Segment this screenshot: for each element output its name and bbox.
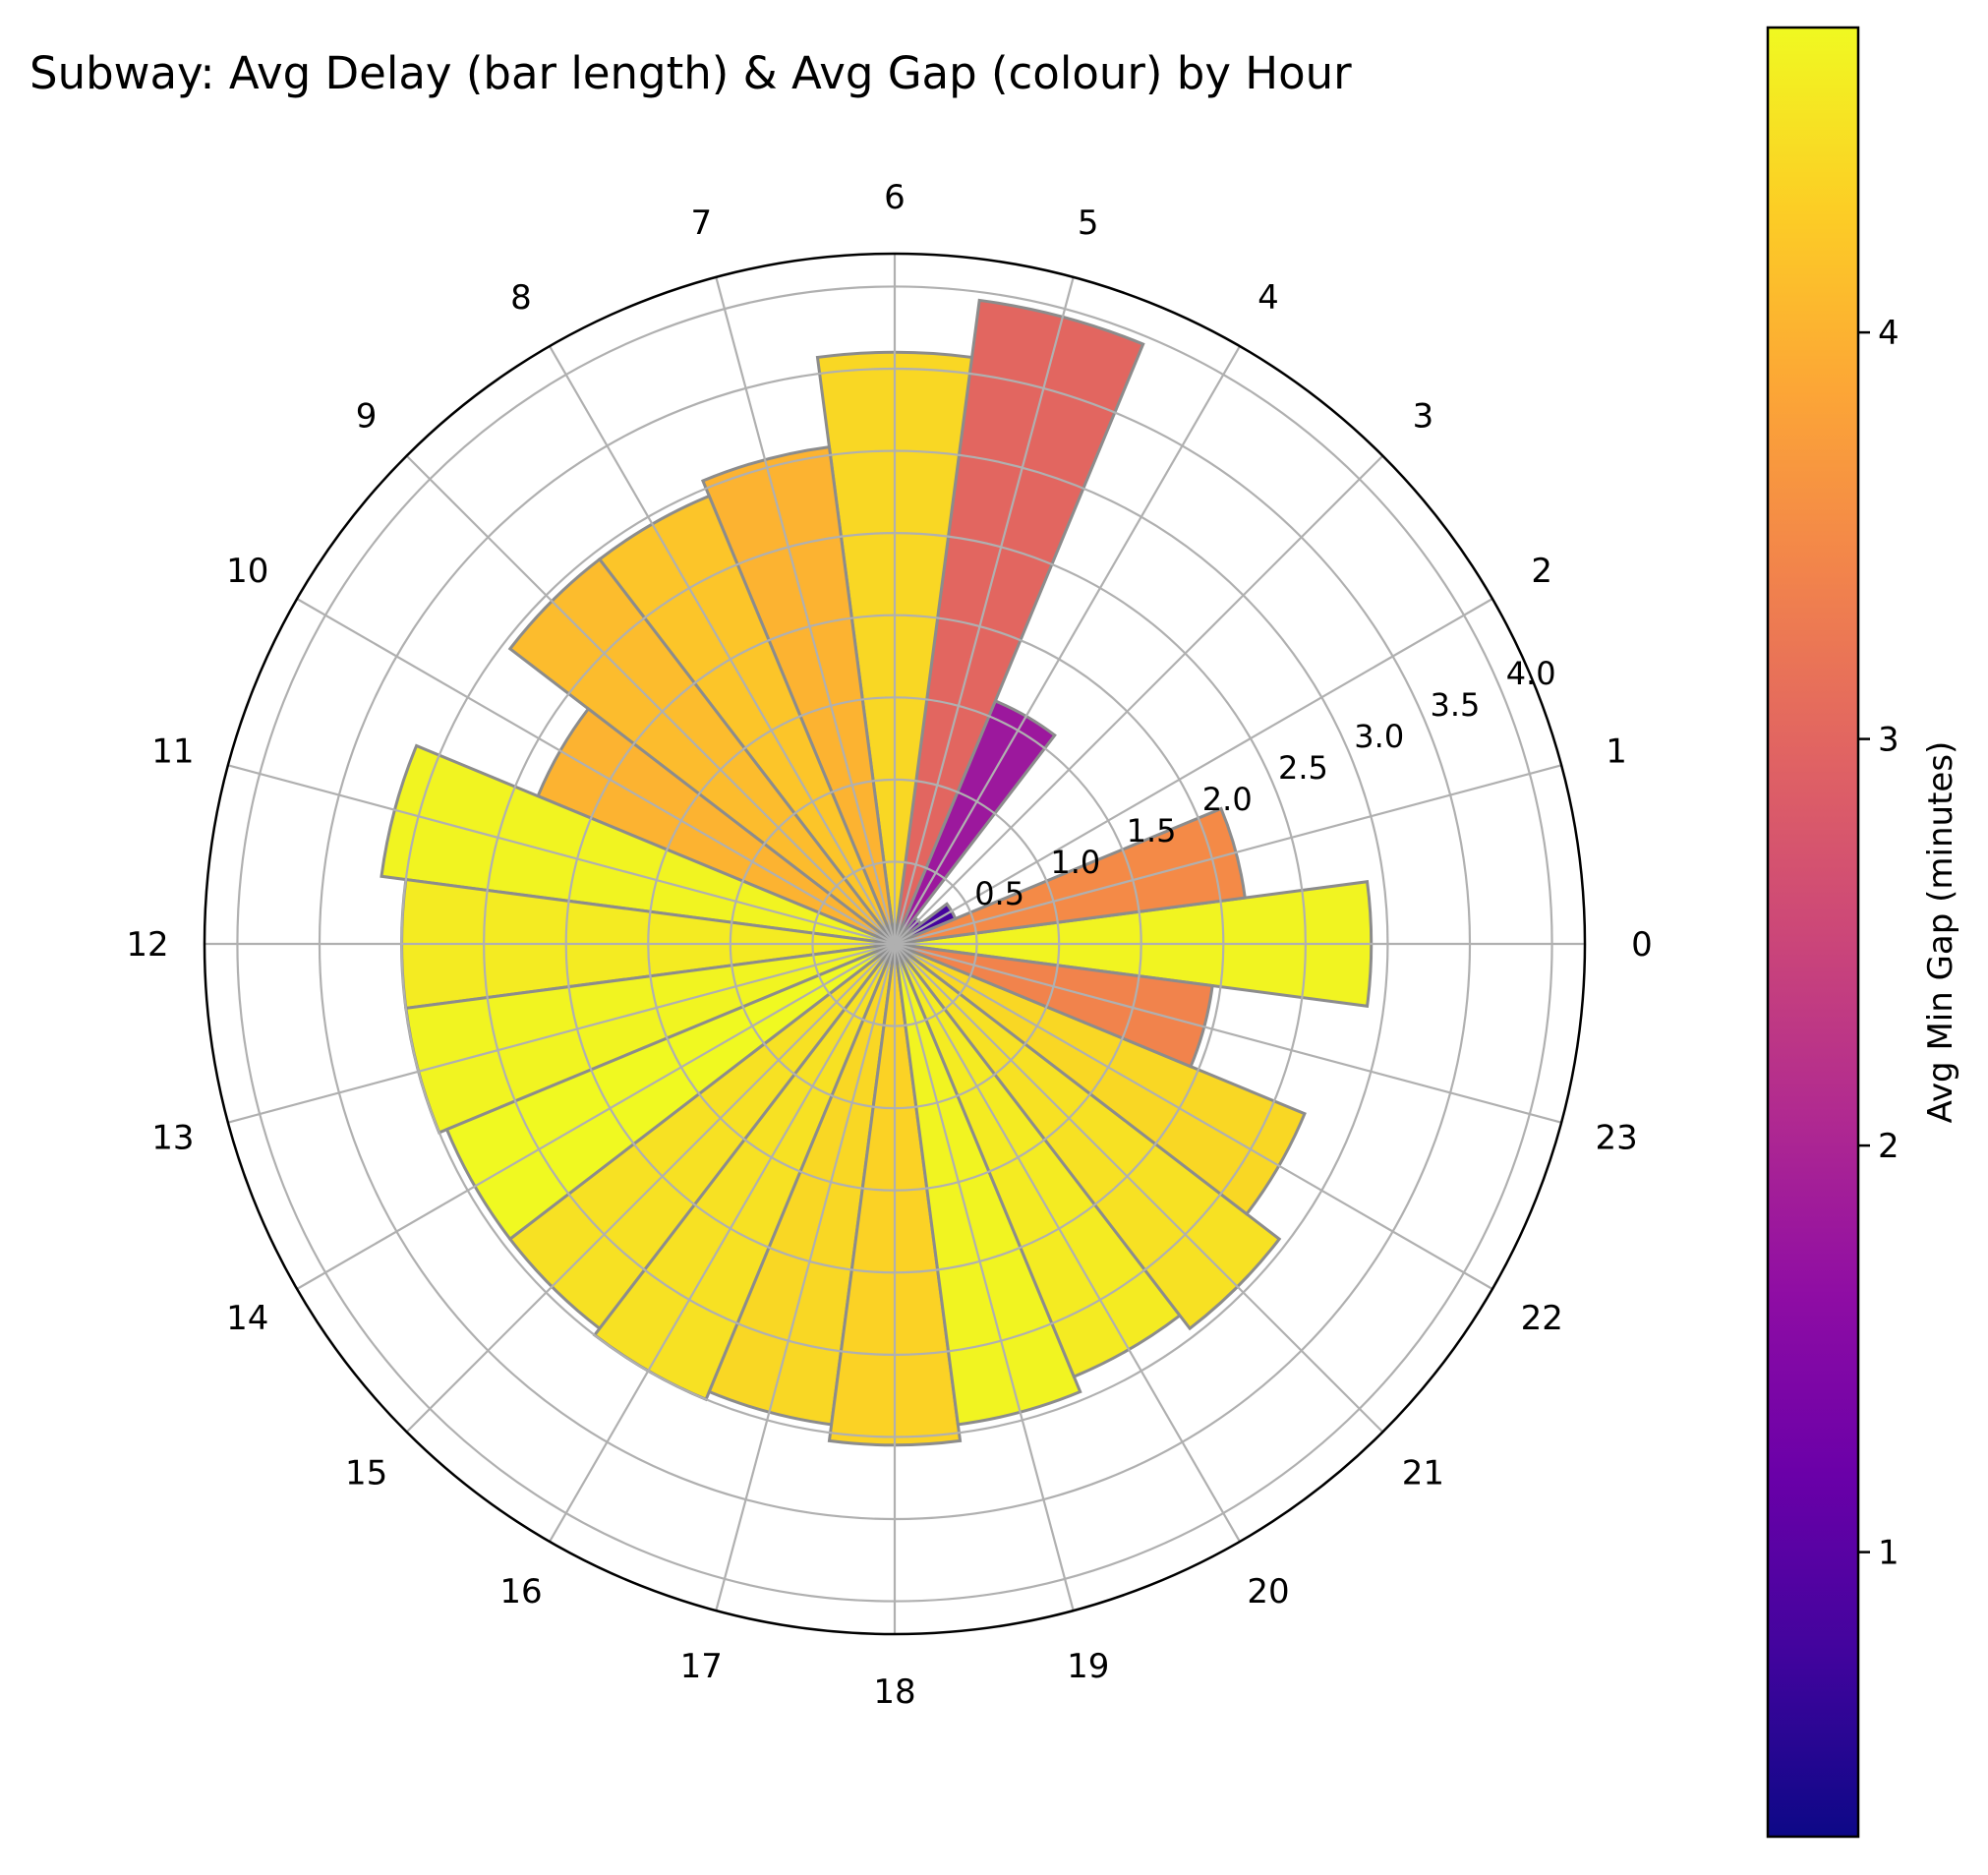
colorbar-tick-label: 3 [1878, 721, 1900, 760]
angular-gridline [894, 598, 1493, 945]
angular-gridline [893, 943, 1075, 1611]
angular-gridline [894, 764, 1562, 946]
angular-gridline [227, 942, 896, 1124]
colorbar-gradient [1768, 28, 1858, 1837]
hour-label: 14 [226, 1299, 268, 1338]
hour-label: 6 [884, 178, 906, 217]
hour-label: 0 [1631, 925, 1653, 965]
angular-gridline [894, 942, 1562, 1124]
hour-label: 15 [345, 1453, 387, 1493]
polar-frame [203, 252, 1587, 1636]
hour-label: 18 [873, 1672, 915, 1712]
hour-label: 4 [1257, 278, 1279, 318]
radial-tick-label: 3.5 [1431, 686, 1481, 724]
angular-gridline [894, 345, 1241, 945]
colorbar: 1 2 3 4 Avg Min Gap (minutes) [1766, 26, 1960, 1839]
colorbar-tick-label: 1 [1878, 1534, 1900, 1573]
polar-plot-area: 0.51.01.52.02.53.03.54.00123456789101112… [126, 178, 1652, 1712]
angular-gridline [405, 454, 896, 945]
angular-gridline [893, 276, 1075, 945]
hour-label: 19 [1067, 1647, 1109, 1686]
radial-tick-label: 3.0 [1354, 718, 1404, 755]
hour-label: 20 [1247, 1572, 1289, 1611]
angular-gridline [405, 943, 896, 1434]
hour-label: 3 [1413, 397, 1434, 437]
colorbar-tick-label: 4 [1878, 314, 1900, 353]
angular-gridline [894, 943, 1384, 1434]
hour-label: 1 [1606, 732, 1627, 771]
hour-label: 16 [499, 1572, 542, 1611]
hour-label: 2 [1531, 552, 1552, 591]
radial-tick-label: 1.0 [1050, 844, 1100, 881]
angular-gridline [715, 943, 897, 1611]
hour-label: 21 [1402, 1453, 1444, 1493]
radial-tick-label: 4.0 [1506, 655, 1556, 692]
hour-label: 22 [1521, 1299, 1563, 1338]
chart-title: Subway: Avg Delay (bar length) & Avg Gap… [29, 47, 1352, 99]
hour-label: 13 [151, 1119, 194, 1158]
angular-gridline [894, 943, 1241, 1543]
hour-label: 7 [690, 204, 712, 243]
hour-label: 5 [1078, 204, 1099, 243]
angular-gridline [549, 345, 896, 945]
colorbar-frame [1766, 26, 1860, 1839]
angular-gridline [296, 598, 896, 945]
hour-label: 12 [126, 925, 168, 965]
angular-gridline [894, 454, 1384, 945]
hour-label: 8 [510, 278, 532, 318]
radial-tick-label: 2.5 [1278, 749, 1328, 787]
angular-gridline [227, 764, 896, 946]
radial-tick-label: 0.5 [974, 875, 1024, 912]
angular-gridline [715, 276, 897, 945]
colorbar-label: Avg Min Gap (minutes) [1921, 741, 1960, 1124]
hour-label: 23 [1595, 1119, 1637, 1158]
hour-label: 10 [226, 552, 268, 591]
hour-label: 9 [356, 397, 378, 437]
colorbar-tick-label: 2 [1878, 1127, 1900, 1166]
angular-gridline [549, 943, 896, 1543]
radial-tick-label: 2.0 [1202, 781, 1253, 818]
angular-gridline [296, 943, 896, 1290]
radial-tick-label: 1.5 [1127, 812, 1177, 850]
hour-label: 17 [680, 1647, 723, 1686]
angular-gridline [894, 943, 1493, 1290]
hour-label: 11 [151, 732, 194, 771]
